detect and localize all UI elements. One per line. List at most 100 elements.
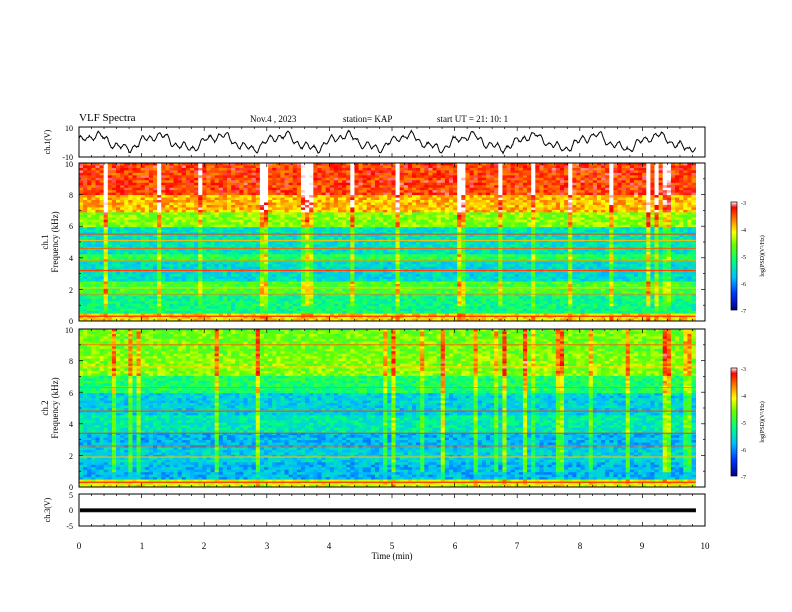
ch1-spectrogram-cell (544, 173, 549, 176)
ch1-spectrogram-cell (544, 185, 549, 188)
ch1-spectrogram-cell (671, 168, 676, 171)
ch1-spectrogram-cell (523, 183, 528, 186)
ch1-spectrogram-cell (412, 175, 417, 178)
ch1-spectrogram-cell (379, 170, 384, 173)
ch1-spectrogram-cell (248, 165, 253, 168)
ch1-spectrogram-cell (519, 178, 524, 181)
ch1-spectrogram-cell (223, 173, 228, 176)
ch1-spectrogram-cell (416, 168, 421, 171)
ch1-spectrogram-cell (391, 178, 396, 181)
ch1-spectrogram-cell (581, 170, 586, 173)
ch1-spectrogram-cell (449, 175, 454, 178)
ch1-spectrogram-cell (424, 178, 429, 181)
ch1-spectrogram-cell (186, 165, 191, 168)
ch1-spectrogram-cell (280, 190, 285, 193)
ch1-spectrogram-cell (108, 178, 113, 181)
ch1-spectrogram-cell (239, 165, 244, 168)
ch1-spectrogram-cell (79, 188, 84, 191)
ch1-spectrogram-cell (301, 168, 306, 171)
ch1-spectrogram-cell (618, 178, 623, 181)
ch1-spectrogram-cell (215, 185, 220, 188)
ch1-spectrogram-cell (502, 165, 507, 168)
ch1-spectrogram-cell (671, 165, 676, 168)
ch1-spectrogram-cell (502, 175, 507, 178)
ch1-spectrogram-cell (194, 185, 199, 188)
ch1-spectrogram-cell (424, 173, 429, 176)
ch1-spectrogram-cell (572, 165, 577, 168)
ch1-spectrogram-cell (679, 188, 684, 191)
ch1-spectrogram-cell (149, 170, 154, 173)
ch1-spectrogram-cell (285, 173, 290, 176)
ch1-spectrogram-cell (153, 190, 158, 193)
ch1-spectrogram-cell (297, 168, 302, 171)
ch1-spectrogram-cell (511, 188, 516, 191)
ch1-spectrogram-cell (354, 165, 359, 168)
ch1-spectrogram-cell (494, 165, 499, 168)
ch1-spectrogram-cell (585, 183, 590, 186)
ch1-spectrogram-cell (671, 188, 676, 191)
ch1-spectrogram-cell (576, 178, 581, 181)
ch1-spectrogram-cell (169, 180, 174, 183)
ch1-spectrogram-cell (387, 180, 392, 183)
ch1-spectrogram-cell (424, 168, 429, 171)
ch1-spectrogram-cell (642, 165, 647, 168)
ch1-spectrogram-cell (400, 170, 405, 173)
ch1-spectrogram-cell (474, 170, 479, 173)
ch1-spectrogram-cell (165, 180, 170, 183)
ch1-spectrogram-cell (227, 175, 232, 178)
ch1-spectrogram-cell (581, 180, 586, 183)
ch1-spectrogram-cell (622, 173, 627, 176)
ch1-spectrogram-cell (453, 170, 458, 173)
ch1-spectrogram-cell (198, 180, 203, 183)
ch1-spectrogram-cell (375, 173, 380, 176)
ch1-spectrogram-cell (445, 173, 450, 176)
ch1-spectrogram-cell (260, 178, 265, 181)
ch1-spectrogram-cell (523, 180, 528, 183)
ch1-spectrogram-cell (490, 183, 495, 186)
ch1-spectrogram-cell (174, 168, 179, 171)
ch1-spectrogram-cell (342, 178, 347, 181)
ch1-spectrogram-cell (215, 178, 220, 181)
ch1-spectrogram-cell (342, 168, 347, 171)
ch1-spectrogram-cell (272, 175, 277, 178)
ch1-spectrogram-cell (289, 180, 294, 183)
ch1-spectrogram-cell (585, 173, 590, 176)
ch1-spectrogram-cell (638, 165, 643, 168)
ch1-spectrogram-cell (235, 180, 240, 183)
ch1-spectrogram-cell (256, 170, 261, 173)
ch1-spectrogram-cell (692, 168, 697, 171)
ch1-spectrogram-cell (445, 178, 450, 181)
ch1-spectrogram-cell (161, 185, 166, 188)
ch1-spectrogram-cell (552, 165, 557, 168)
ch1-spectrogram-cell (618, 170, 623, 173)
ch1-spectrogram-cell (149, 188, 154, 191)
ch1-spectrogram-cell (622, 165, 627, 168)
ch1-spectrogram-cell (186, 173, 191, 176)
ch1-spectrogram-cell (161, 183, 166, 186)
ch1-spectrogram-cell (293, 185, 298, 188)
ch1-spectrogram-cell (182, 173, 187, 176)
ch1-spectrogram-cell (256, 178, 261, 181)
ch1-spectrogram-cell (334, 175, 339, 178)
ch1-spectrogram-cell (428, 185, 433, 188)
ch1-spectrogram-cell (478, 178, 483, 181)
ch1-spectrogram-cell (618, 188, 623, 191)
ch1-spectrogram-cell (137, 165, 142, 168)
ch1-spectrogram-cell (272, 183, 277, 186)
ch1-spectrogram-cell (149, 180, 154, 183)
ch1-spectrogram-cell (692, 188, 697, 191)
ch1-spectrogram-cell (461, 170, 466, 173)
ch1-spectrogram-cell (379, 185, 384, 188)
ch1-spectrogram-cell (498, 165, 503, 168)
ch1-spectrogram-cell (227, 173, 232, 176)
ch1-spectrogram-cell (153, 185, 158, 188)
ch1-spectrogram-cell (128, 170, 133, 173)
ch1-spectrogram-cell (667, 178, 672, 181)
ch1-spectrogram-cell (161, 168, 166, 171)
ch1-spectrogram-cell (268, 178, 273, 181)
ch1-spectrogram-cell (437, 180, 442, 183)
ch1-spectrogram-cell (137, 185, 142, 188)
ch1-spectrogram-cell (128, 185, 133, 188)
ch1-spectrogram-cell (478, 170, 483, 173)
ch1-spectrogram-cell (359, 175, 364, 178)
